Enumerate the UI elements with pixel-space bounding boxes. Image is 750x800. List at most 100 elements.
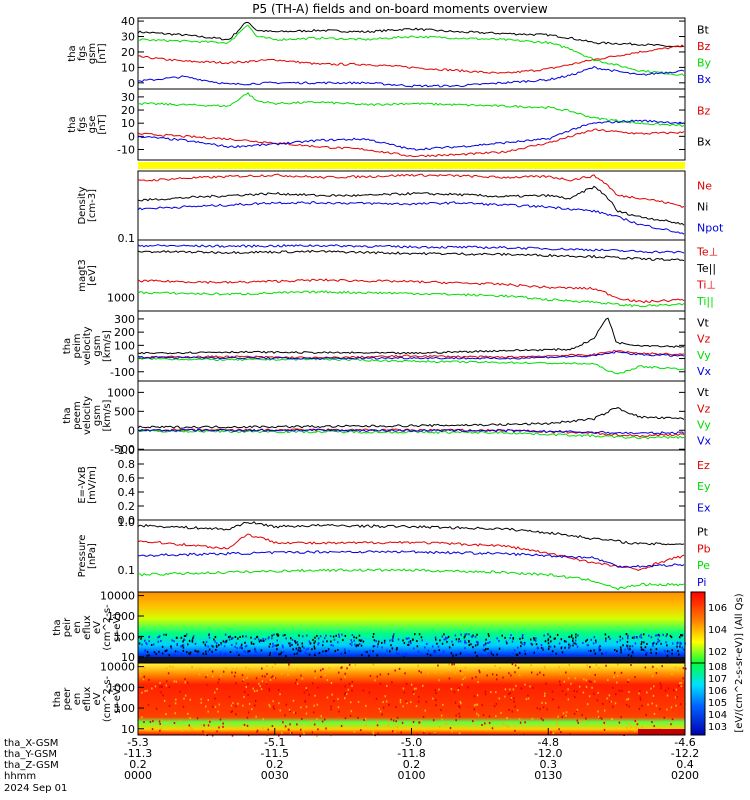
x-tick-label: -12.2 bbox=[671, 747, 699, 760]
y-axis-label: Pressure bbox=[77, 535, 88, 578]
spectrogram-pixel bbox=[222, 640, 225, 643]
spectrogram-pixel bbox=[482, 648, 485, 651]
spectrogram-pixel bbox=[255, 650, 257, 653]
spectrogram-pixel bbox=[358, 639, 361, 642]
spectrogram-pixel bbox=[260, 639, 262, 642]
spectrogram-pixel bbox=[643, 649, 646, 652]
spectrogram-pixel bbox=[219, 718, 222, 721]
spectrogram-pixel bbox=[184, 678, 186, 681]
spectrogram-pixel bbox=[514, 705, 516, 708]
spectrogram-pixel bbox=[569, 644, 572, 647]
spectrogram-pixel bbox=[484, 722, 486, 725]
spectrogram-pixel bbox=[173, 722, 176, 725]
y-axis-label: tha bbox=[52, 691, 63, 707]
spectrogram-pixel bbox=[314, 694, 316, 697]
y-tick-label: 20 bbox=[121, 104, 135, 117]
spectrogram-pixel bbox=[600, 669, 602, 672]
spectrogram-pixel bbox=[587, 649, 590, 652]
spectrogram-pixel bbox=[582, 641, 584, 644]
spectrogram-pixel bbox=[486, 674, 488, 677]
spectrogram-pixel bbox=[173, 640, 175, 643]
spectrogram-pixel bbox=[484, 642, 487, 645]
spectrogram-pixel bbox=[395, 720, 397, 723]
spectrogram-pixel bbox=[155, 707, 158, 710]
spectrogram-pixel bbox=[311, 682, 314, 685]
spectrogram-pixel bbox=[677, 667, 680, 670]
spectrogram-pixel bbox=[183, 634, 186, 637]
spectrogram-pixel bbox=[476, 633, 478, 636]
spectrogram-pixel bbox=[305, 712, 308, 715]
spectrogram-pixel bbox=[451, 663, 453, 666]
spectrogram-pixel bbox=[184, 694, 187, 697]
spectrogram-pixel bbox=[558, 680, 561, 683]
spectrogram-pixel bbox=[607, 635, 610, 638]
spectrogram-pixel bbox=[403, 642, 406, 645]
spectrogram-pixel bbox=[341, 666, 343, 669]
spectrogram-pixel bbox=[457, 640, 460, 643]
series-Vz bbox=[137, 349, 685, 360]
spectrogram-pixel bbox=[180, 636, 183, 639]
spectrogram-pixel bbox=[382, 706, 385, 709]
spectrogram-pixel bbox=[179, 690, 181, 693]
spectrogram-pixel bbox=[372, 635, 374, 638]
spectrogram-pixel bbox=[273, 633, 275, 636]
spectrogram-pixel bbox=[476, 712, 478, 715]
spectrogram-pixel bbox=[473, 704, 476, 707]
spectrogram-pixel bbox=[487, 633, 490, 636]
y-tick-label: 0 bbox=[128, 77, 135, 90]
spectrogram-pixel bbox=[678, 684, 680, 687]
spectrogram-pixel bbox=[276, 648, 278, 651]
spectrogram-pixel bbox=[645, 653, 647, 656]
spectrogram-pixel bbox=[596, 699, 599, 702]
spectrogram-pixel bbox=[661, 665, 663, 668]
spectrogram-pixel bbox=[568, 663, 570, 666]
spectrogram-pixel bbox=[272, 642, 274, 645]
spectrogram-pixel bbox=[372, 663, 375, 666]
spectrogram-pixel bbox=[202, 641, 205, 644]
spectrogram-pixel bbox=[208, 636, 211, 639]
spectrogram-pixel bbox=[244, 645, 247, 648]
spectrogram-pixel bbox=[490, 654, 493, 657]
spectrogram-pixel bbox=[512, 688, 515, 691]
spectrogram-pixel bbox=[223, 645, 226, 648]
spectrogram-pixel bbox=[639, 689, 641, 692]
spectrogram-pixel bbox=[204, 644, 207, 647]
legend-Vy: Vy bbox=[697, 418, 711, 431]
spectrogram-pixel bbox=[281, 731, 283, 734]
spectrogram-pixel bbox=[395, 648, 398, 651]
spectrogram-pixel bbox=[168, 704, 171, 707]
spectrogram-pixel bbox=[378, 707, 380, 710]
spectrogram-pixel bbox=[576, 645, 579, 648]
spectrogram-pixel bbox=[492, 654, 495, 657]
y-tick-label: 10 bbox=[121, 651, 135, 664]
legend-Bx: Bx bbox=[697, 135, 712, 148]
x-tick-label: 0.2 bbox=[266, 758, 284, 771]
spectrogram-pixel bbox=[378, 653, 380, 656]
y-axis-label: peir bbox=[62, 617, 73, 637]
spectrogram-pixel bbox=[163, 699, 166, 702]
spectrogram-pixel bbox=[153, 651, 156, 654]
spectrogram-pixel bbox=[334, 650, 337, 653]
spectrogram-pixel bbox=[466, 686, 469, 689]
spectrogram-pixel bbox=[448, 677, 451, 680]
spectrogram-pixel bbox=[421, 639, 423, 642]
spectrogram-pixel bbox=[325, 727, 327, 730]
spectrogram-pixel bbox=[455, 638, 458, 641]
spectrogram-pixel bbox=[488, 641, 491, 644]
spectrogram-pixel bbox=[603, 721, 605, 724]
spectrogram-pixel bbox=[283, 726, 286, 729]
spectrogram-pixel bbox=[496, 653, 498, 656]
spectrogram-pixel bbox=[327, 649, 330, 652]
spectrogram-pixel bbox=[575, 636, 577, 639]
spectrogram-pixel bbox=[253, 690, 256, 693]
spectrogram-pixel bbox=[682, 677, 684, 680]
spectrogram-pixel bbox=[591, 686, 593, 689]
spectrogram-pixel bbox=[476, 703, 479, 706]
spectrogram-pixel bbox=[182, 729, 184, 732]
spectrogram-pixel bbox=[235, 713, 237, 716]
spectrogram-pixel bbox=[525, 698, 528, 701]
spectrogram-pixel bbox=[175, 680, 178, 683]
spectrogram-pixel bbox=[412, 692, 415, 695]
spectrogram-pixel bbox=[680, 642, 683, 645]
spectrogram-pixel bbox=[517, 646, 519, 649]
